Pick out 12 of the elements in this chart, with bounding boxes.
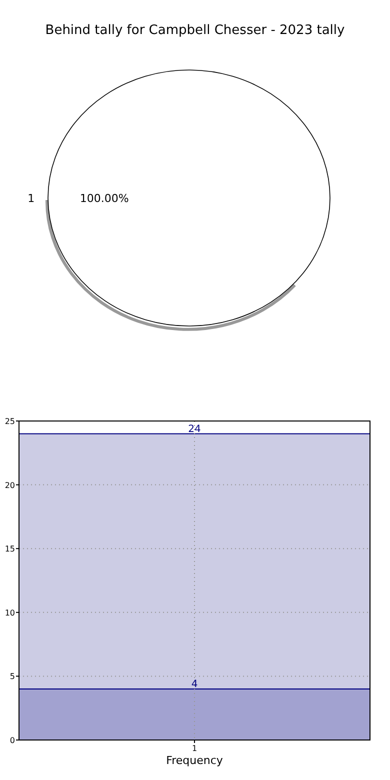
data-label: 100.00% xyxy=(80,192,129,205)
y-tick-label: 15 xyxy=(4,544,15,554)
y-tick-label: 0 xyxy=(10,736,15,745)
data-label: 4 xyxy=(191,678,198,690)
chart-title: Behind tally for Campbell Chesser - 2023 tally xyxy=(45,23,346,38)
total-label: 24 xyxy=(188,424,201,435)
y-tick-label: 10 xyxy=(4,608,15,618)
x-axis-title: Frequency xyxy=(166,754,224,767)
y-tick-label: 20 xyxy=(4,480,15,490)
y-tick-label: 5 xyxy=(10,672,15,682)
slice-label: 1 xyxy=(28,192,35,205)
y-tick-label: 25 xyxy=(4,417,15,426)
